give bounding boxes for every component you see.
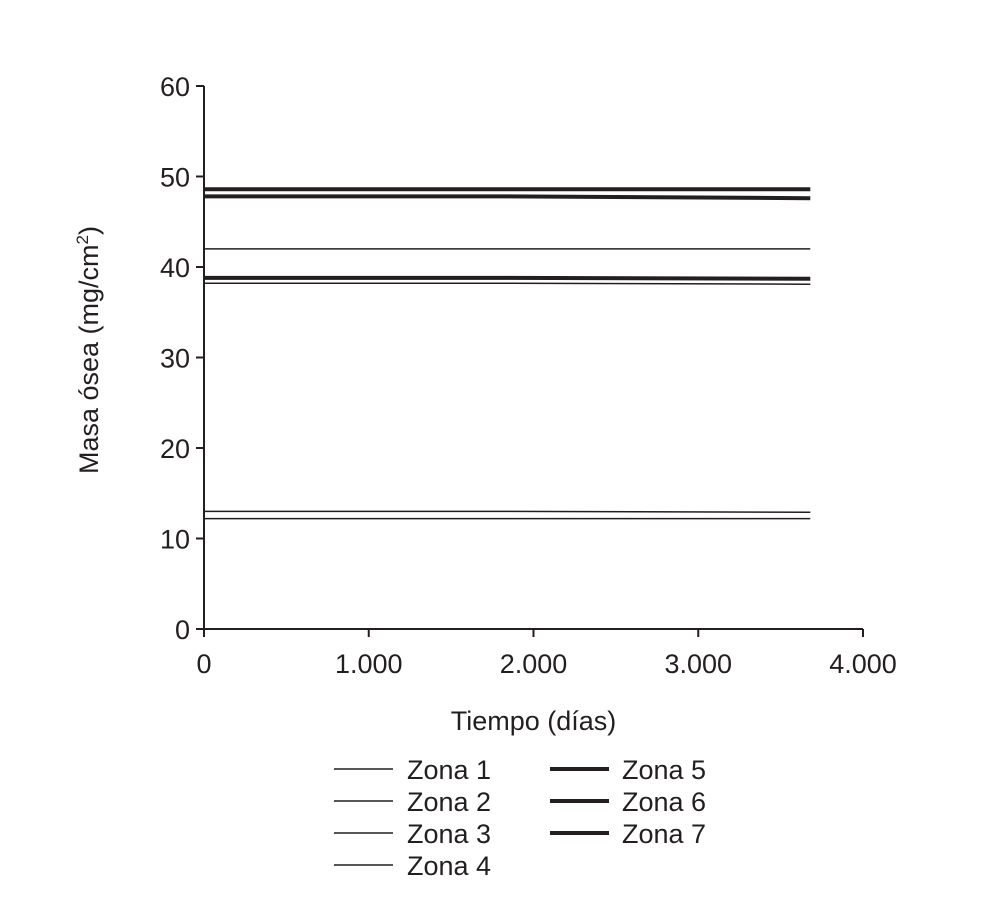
legend-item-zona-7: Zona 7 — [550, 819, 706, 849]
y-axis-title-main: Masa ósea (mg/cm — [74, 244, 104, 474]
legend-item-zona-2: Zona 2 — [334, 787, 491, 817]
legend-item-zona-5: Zona 5 — [550, 755, 706, 785]
legend-label: Zona 2 — [407, 787, 491, 817]
x-tick-label: 2.000 — [500, 649, 568, 679]
y-tick-label: 30 — [160, 344, 190, 374]
y-tick-label: 10 — [160, 525, 190, 555]
y-axis-ticks: 0 10 20 30 40 50 60 — [160, 72, 204, 645]
legend-label: Zona 4 — [407, 851, 491, 881]
series-line-zona-3 — [204, 510, 811, 514]
y-tick-label: 60 — [160, 72, 190, 102]
x-axis-title: Tiempo (días) — [451, 706, 617, 736]
x-axis-ticks: 0 1.000 2.000 3.000 4.000 — [196, 629, 897, 679]
plot-area — [204, 187, 811, 520]
legend-item-zona-6: Zona 6 — [550, 787, 706, 817]
legend-item-zona-3: Zona 3 — [334, 819, 491, 849]
x-tick-label: 3.000 — [664, 649, 732, 679]
legend-label: Zona 5 — [622, 755, 706, 785]
legend-label: Zona 3 — [407, 819, 491, 849]
y-axis-title: Masa ósea (mg/cm2) — [73, 226, 104, 474]
axes — [203, 86, 863, 630]
x-tick-label: 0 — [196, 649, 211, 679]
y-tick-label: 20 — [160, 434, 190, 464]
y-tick-label: 40 — [160, 253, 190, 283]
x-tick-label: 1.000 — [335, 649, 403, 679]
legend-item-zona-4: Zona 4 — [334, 851, 491, 881]
y-axis-title-superscript: 2 — [73, 235, 92, 244]
series-line-zona-6 — [204, 194, 811, 201]
x-tick-label: 4.000 — [829, 649, 897, 679]
legend-label: Zona 7 — [622, 819, 706, 849]
legend-label: Zona 1 — [407, 755, 491, 785]
series-line-zona-7 — [204, 275, 811, 281]
y-axis-title-close: ) — [74, 226, 104, 235]
series-line-zona-2 — [204, 282, 811, 285]
y-tick-label: 50 — [160, 163, 190, 193]
y-tick-label: 0 — [175, 615, 190, 645]
legend-label: Zona 6 — [622, 787, 706, 817]
legend-item-zona-1: Zona 1 — [334, 755, 491, 785]
